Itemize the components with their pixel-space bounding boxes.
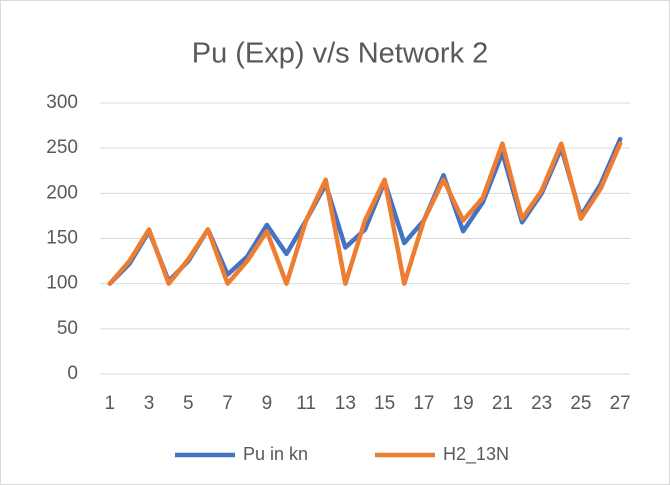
x-tick-label: 15 — [374, 393, 395, 414]
x-tick-label: 17 — [413, 393, 434, 414]
legend-label: H2_13N — [443, 444, 509, 465]
x-tick-label: 23 — [531, 393, 552, 414]
x-tick-label: 9 — [262, 393, 273, 414]
x-tick-label: 7 — [222, 393, 233, 414]
x-tick-label: 21 — [492, 393, 513, 414]
series-line — [107, 141, 623, 286]
y-tick-label: 150 — [46, 228, 78, 249]
y-tick-label: 0 — [67, 363, 78, 384]
x-tick-label: 1 — [105, 393, 116, 414]
x-tick-label: 25 — [570, 393, 591, 414]
x-tick-label: 3 — [144, 393, 155, 414]
x-tick-label: 19 — [453, 393, 474, 414]
y-tick-label: 300 — [46, 92, 78, 113]
x-tick-label: 27 — [610, 393, 631, 414]
y-tick-label: 250 — [46, 137, 78, 158]
y-tick-label: 200 — [46, 182, 78, 203]
x-tick-label: 11 — [296, 393, 316, 414]
x-tick-label: 13 — [335, 393, 356, 414]
y-tick-label: 100 — [46, 273, 78, 294]
chart-title: Pu (Exp) v/s Network 2 — [192, 38, 489, 70]
x-tick-label: 5 — [183, 393, 194, 414]
y-tick-label: 50 — [57, 318, 78, 339]
legend-label: Pu in kn — [243, 444, 308, 464]
